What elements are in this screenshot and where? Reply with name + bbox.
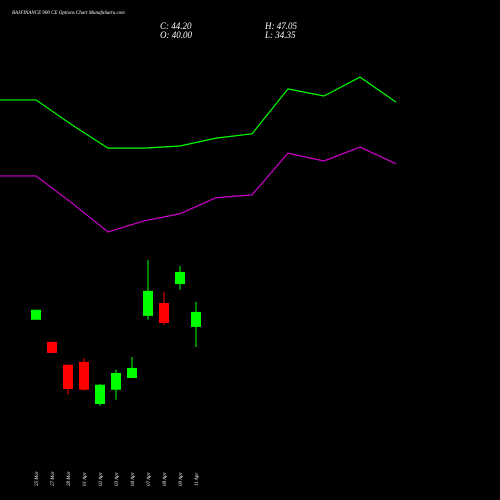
x-tick-label: 04 Apr — [131, 472, 136, 486]
candle-body — [95, 384, 105, 404]
indicator-line — [0, 146, 397, 233]
candle-body — [127, 367, 137, 378]
candle-body — [111, 372, 121, 390]
candle-body — [175, 271, 185, 285]
x-tick-label: 27 Mar — [51, 471, 56, 486]
x-tick-label: 09 Apr — [179, 472, 184, 486]
low-label: L: 34.35 — [264, 30, 296, 40]
chart-title: BAJFINANCE 900 CE Options Chart MunafaSu… — [12, 11, 125, 16]
x-tick-label: 03 Apr — [115, 472, 120, 486]
x-tick-label: 25 Mar — [35, 471, 40, 486]
candle-body — [63, 364, 73, 390]
x-tick-label: 07 Apr — [147, 472, 152, 486]
close-label: C: 44.20 — [160, 21, 192, 31]
candle-body — [191, 311, 201, 327]
candle-body — [79, 361, 89, 390]
candle-body — [47, 341, 57, 353]
indicator-line — [0, 76, 397, 149]
x-tick-label: 11 Apr — [195, 473, 200, 486]
high-label: H: 47.05 — [264, 21, 297, 31]
x-tick-label: 08 Apr — [163, 472, 168, 486]
x-tick-label: 02 Apr — [99, 472, 104, 486]
candle-body — [31, 309, 41, 320]
candle-body — [159, 302, 169, 323]
candle-body — [143, 290, 153, 316]
x-tick-label: 28 Mar — [67, 471, 72, 486]
x-tick-label: 01 Apr — [83, 472, 88, 486]
open-label: O: 40.00 — [160, 30, 192, 40]
